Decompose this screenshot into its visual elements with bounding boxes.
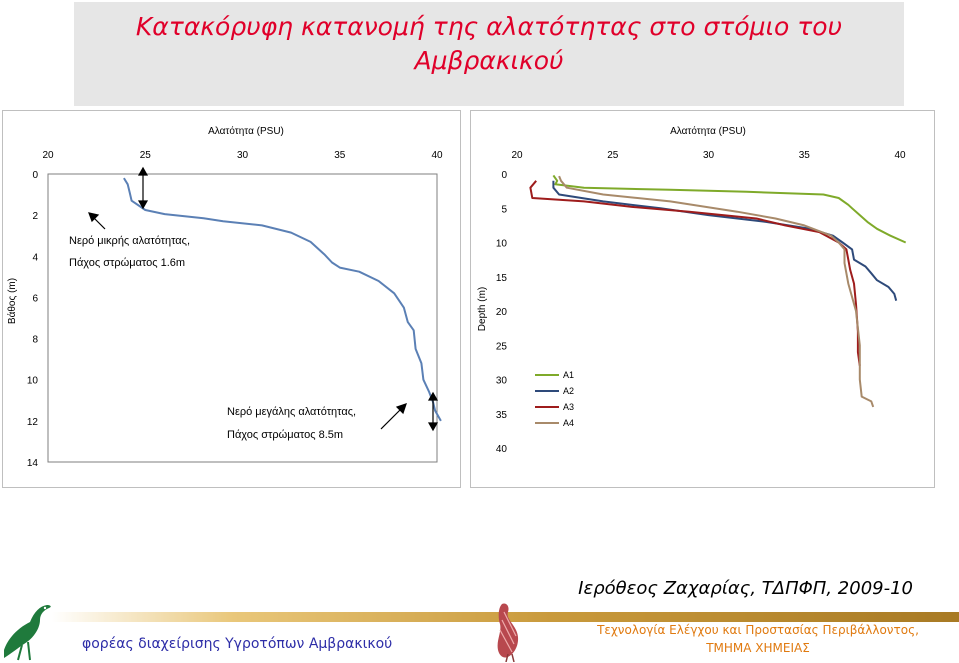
footer-course-line1: Τεχνολογία Ελέγχου και Προστασίας Περιβά… (597, 623, 919, 637)
y-tick-label: 0 (32, 170, 38, 181)
y-tick-label: 6 (32, 293, 38, 304)
x-tick-label: 20 (511, 150, 523, 161)
x-tick-label: 35 (799, 150, 811, 161)
title-line-1: Κατακόρυφη κατανομή της αλατότητας στο σ… (135, 12, 843, 41)
salinity-depth-chart-1: Αλατότητα (PSU) Βάθος (m) 20 25 30 35 40 0 2 4 6… (6, 125, 443, 469)
heron-logo-icon (497, 603, 519, 662)
y-tick-label: 14 (27, 458, 39, 469)
y-axis-title: Βάθος (m) (6, 278, 18, 324)
legend-label: A3 (563, 402, 574, 412)
x-tick-label: 20 (42, 150, 54, 161)
x-axis-title: Αλατότητα (PSU) (670, 125, 746, 137)
y-tick-label: 20 (496, 307, 508, 318)
annotation-low-salinity-line1: Νερό μικρής αλατότητας, (69, 235, 190, 247)
chart-panel-2: Αλατότητα (PSU) Depth (m) 20 25 30 35 40 0 5 10… (470, 110, 935, 488)
annotation-low-salinity-line2: Πάχος στρώματος 1.6m (69, 257, 185, 269)
title-line-2: Αμβρακικού (414, 46, 564, 75)
x-tick-label: 30 (237, 150, 249, 161)
legend-label: A1 (563, 370, 574, 380)
y-tick-label: 10 (27, 376, 39, 387)
annotation-high-salinity-line2: Πάχος στρώματος 8.5m (227, 429, 343, 441)
x-axis-title: Αλατότητα (PSU) (208, 125, 284, 137)
y-tick-label: 40 (496, 444, 508, 455)
footer-course: Τεχνολογία Ελέγχου και Προστασίας Περιβά… (588, 621, 928, 657)
y-tick-label: 25 (496, 341, 508, 352)
x-tick-label: 25 (140, 150, 152, 161)
annotation-high-salinity-line1: Νερό μεγάλης αλατότητας, (227, 406, 356, 418)
title-box: Κατακόρυφη κατανομή της αλατότητας στο σ… (74, 2, 904, 106)
x-tick-label: 40 (431, 150, 443, 161)
y-tick-label: 10 (496, 239, 508, 250)
series-line-0-0 (123, 177, 442, 422)
y-tick-label: 0 (501, 170, 507, 181)
x-tick-label: 30 (703, 150, 715, 161)
legend: A1 A2 A3 A4 (535, 370, 574, 428)
y-tick-label: 8 (32, 335, 38, 346)
plot-area (511, 174, 904, 448)
y-tick-label: 4 (32, 252, 38, 263)
y-tick-label: 35 (496, 410, 508, 421)
y-tick-label: 5 (501, 204, 507, 215)
legend-label: A2 (563, 386, 574, 396)
y-tick-label: 30 (496, 376, 508, 387)
series-line-a4 (558, 175, 875, 408)
series-line-a2 (552, 180, 898, 301)
plot-area (47, 173, 438, 463)
chart-panel-1: Αλατότητα (PSU) Βάθος (m) 20 25 30 35 40 0 2 4 6… (2, 110, 461, 488)
page-title: Κατακόρυφη κατανομή της αλατότητας στο σ… (74, 10, 904, 78)
x-tick-label: 40 (894, 150, 906, 161)
x-tick-label: 35 (334, 150, 346, 161)
y-tick-label: 2 (32, 211, 38, 222)
legend-label: A4 (563, 418, 574, 428)
y-axis-title: Depth (m) (477, 287, 488, 331)
arrow-thin-layer (88, 166, 439, 432)
y-tick-label: 15 (496, 273, 508, 284)
salinity-depth-chart-2: Αλατότητα (PSU) Depth (m) 20 25 30 35 40 0 5 10… (477, 125, 907, 455)
y-tick-label: 12 (27, 417, 39, 428)
footer-course-line2: ΤΜΗΜΑ ΧΗΜΕΙΑΣ (706, 641, 810, 655)
footer-organization: φορέας διαχείρισης Υγροτόπων Αμβρακικού (82, 636, 393, 652)
author-credit: Ιερόθεος Ζαχαρίας, ΤΔΠΦΠ, 2009-10 (578, 578, 913, 599)
x-tick-label: 25 (607, 150, 619, 161)
bird-logo-icon (4, 605, 51, 661)
